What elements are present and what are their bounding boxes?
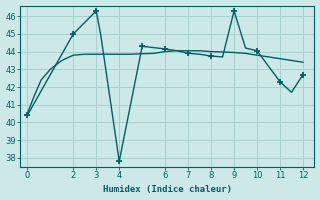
X-axis label: Humidex (Indice chaleur): Humidex (Indice chaleur) [103, 185, 232, 194]
